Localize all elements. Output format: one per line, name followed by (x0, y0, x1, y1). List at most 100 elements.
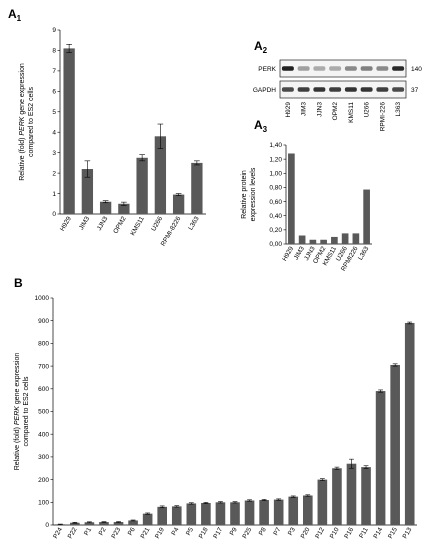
blot-band (344, 87, 357, 92)
y-tick-label: 100 (38, 500, 49, 507)
bar (404, 322, 415, 525)
bar (331, 236, 338, 244)
x-tick-label: P21 (140, 526, 152, 540)
blot-band (392, 66, 405, 71)
bar (142, 513, 153, 525)
y-tick-label: 0,80 (269, 185, 282, 192)
bar (70, 522, 80, 525)
y-tick-label: 200 (38, 477, 49, 484)
x-tick-label: JJN3 (96, 215, 110, 232)
bar (81, 169, 94, 214)
blot-band (344, 66, 357, 71)
blot-band (360, 66, 373, 71)
bar (363, 189, 370, 244)
x-tick-label: P20 (300, 526, 312, 540)
x-tick-label: OPM2 (112, 215, 127, 235)
blot-protein-label: GAPDH (253, 87, 276, 94)
bar (230, 502, 240, 525)
blot-band (281, 66, 294, 71)
y-tick-label: 0,00 (269, 241, 282, 248)
x-tick-label: P8 (258, 526, 268, 537)
y-tick-label: 7 (52, 68, 56, 75)
blot-band (297, 66, 310, 71)
y-axis-title: Relative protein expression levels (241, 167, 257, 221)
bar (136, 157, 148, 214)
y-tick-label: 800 (38, 341, 49, 348)
blot-band (313, 87, 326, 92)
blot-band (281, 87, 294, 92)
x-tick-label: P1 (83, 526, 93, 537)
x-tick-label: P5 (185, 526, 195, 537)
y-tick-label: 500 (38, 409, 49, 416)
bar (118, 203, 130, 214)
y-tick-label: 400 (38, 431, 49, 438)
bar (317, 479, 328, 525)
panel-label-b: B (14, 276, 23, 290)
x-tick-label: JIM3 (78, 215, 91, 231)
y-tick-label: 0,40 (269, 213, 282, 220)
blot-lane-label: KMS11 (348, 102, 355, 123)
x-tick-label: P22 (67, 526, 79, 540)
bar (352, 233, 360, 244)
bar (320, 239, 327, 244)
x-tick-label: P10 (329, 526, 341, 540)
y-tick-label: 900 (38, 318, 49, 325)
bar (128, 520, 138, 525)
y-tick-label: 1,40 (269, 142, 282, 149)
x-tick-label: H929 (59, 215, 73, 232)
blot-lane-label: U266 (364, 102, 371, 118)
x-tick-label: P4 (170, 526, 180, 537)
bar (361, 467, 371, 525)
bar (99, 201, 112, 214)
y-tick-label: 1,20 (269, 156, 282, 163)
bar (341, 233, 349, 244)
panel-label-a2: A2 (254, 39, 268, 55)
bar (157, 506, 168, 525)
bar (171, 506, 182, 525)
blot-band (392, 87, 405, 92)
y-tick-label: 0,20 (269, 227, 282, 234)
x-tick-label: KMS11 (129, 215, 146, 237)
y-tick-label: 0,60 (269, 199, 282, 206)
x-tick-label: P25 (241, 526, 253, 540)
blot-band (329, 87, 342, 92)
blot-lane-label: JIM3 (301, 102, 308, 116)
x-tick-label: P16 (343, 526, 355, 540)
y-tick-label: 9 (52, 27, 56, 34)
y-tick-label: 300 (38, 454, 49, 461)
x-tick-label: P23 (110, 526, 122, 540)
blot-strip (279, 59, 407, 78)
x-tick-label: P24 (52, 526, 64, 540)
x-tick-label: P12 (314, 526, 326, 540)
x-tick-label: P6 (127, 526, 137, 537)
bar (244, 500, 255, 525)
x-tick-label: L363 (187, 215, 200, 231)
y-tick-label: 8 (52, 48, 56, 55)
panel-label-a3: A3 (254, 118, 268, 134)
x-tick-label: P15 (387, 526, 399, 540)
bar (215, 502, 226, 525)
x-tick-label: P9 (229, 526, 239, 537)
x-tick-label: P13 (402, 526, 414, 540)
bar (84, 522, 95, 525)
x-tick-label: P17 (212, 526, 224, 540)
bar (332, 468, 342, 525)
bar (288, 153, 295, 244)
x-tick-label: P14 (372, 526, 384, 540)
blot-lane-label: H929 (285, 102, 292, 118)
y-tick-label: 1,00 (269, 170, 282, 177)
bar (273, 499, 284, 525)
y-tick-label: 700 (38, 363, 49, 370)
x-tick-label: P18 (198, 526, 210, 540)
bar (390, 364, 400, 525)
x-tick-label: L363 (357, 245, 370, 261)
x-tick-label: P3 (287, 526, 297, 537)
x-tick-label: P11 (358, 526, 370, 539)
chart-b: 0 100 200 300 400 500 600 700 800 900 1000 P24 P22 P1… (14, 295, 417, 540)
chart-a3: 0,000,200,400,600,801,001,201,40H929JIM3… (241, 142, 372, 272)
blot-strip (279, 80, 407, 99)
blot-band (376, 87, 389, 92)
bar (259, 500, 269, 525)
blot-band (313, 66, 326, 71)
